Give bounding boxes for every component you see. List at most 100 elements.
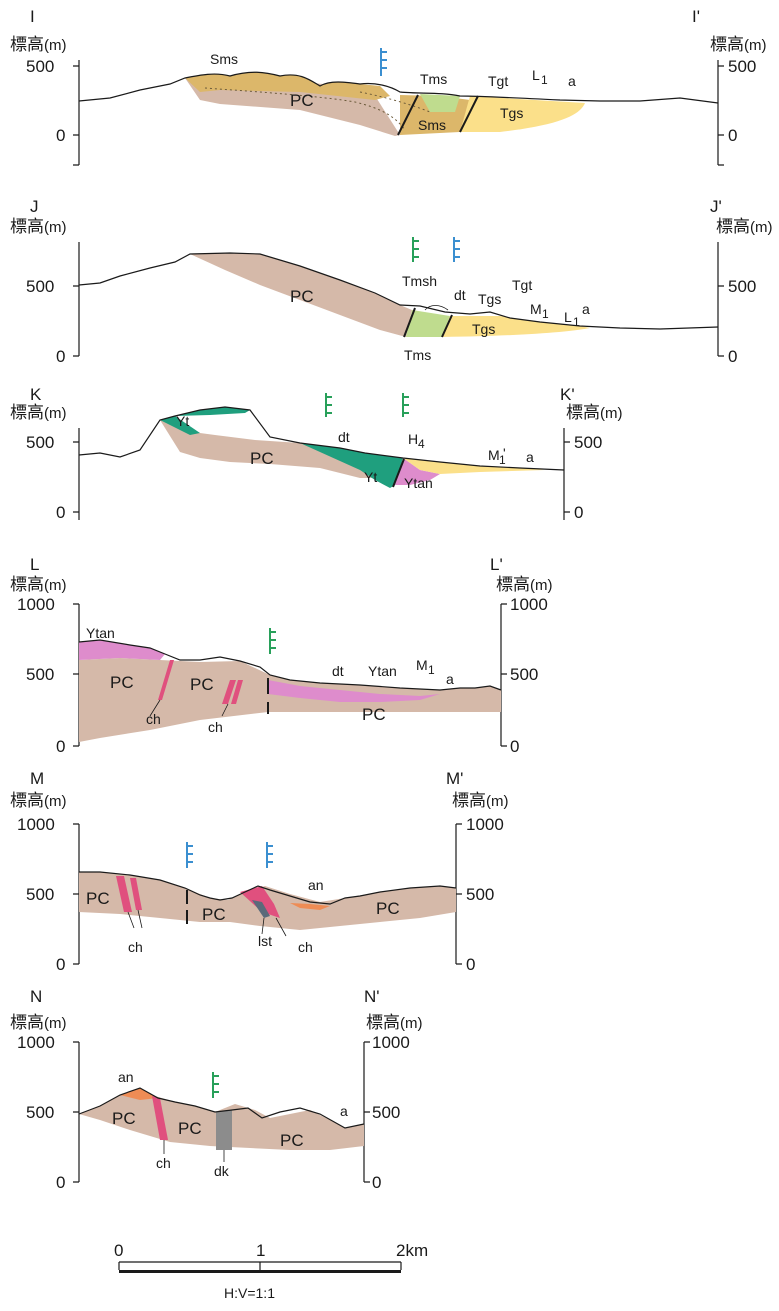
tick-label: 0 [56,126,65,145]
unit-sms [185,72,390,100]
section-label-left: J [30,197,39,216]
axis-title-left: 標高 [10,35,44,54]
tick-label: 500 [728,277,756,296]
axis-title-left: 標高 [10,403,44,422]
bedding-symbol-green [269,628,276,654]
tick-label: 500 [26,277,54,296]
unit-label: a [446,671,454,687]
scale-bar-base [119,1270,401,1273]
bedding-symbol-green [402,393,409,417]
tick-label: 500 [574,433,602,452]
unit-ytan [395,458,440,485]
bedding-symbol-blue [266,842,273,868]
axis-unit-right: (m) [600,405,623,422]
tick-label: 0 [728,347,737,366]
elevation-axis-right [563,428,570,520]
section-label-left: K [30,385,42,404]
section-label-left: N [30,987,42,1006]
unit-tms [406,310,450,337]
tick-label: 0 [56,503,65,522]
tick-label: 0 [466,955,475,974]
unit-ch [130,878,142,910]
elevation-axis-left [73,60,80,166]
unit-ch [116,876,132,912]
ground-surface [78,639,502,691]
scale-label-0: 0 [114,1241,123,1260]
section-label-left: M [30,769,44,788]
elevation-axis-left [73,1041,80,1183]
unit-ch [231,680,243,704]
unit-label: L [564,309,572,325]
tick-label: 0 [510,737,519,756]
unit-label: ch [156,1155,171,1171]
unit-label-subscript: 1 [573,315,580,329]
unit-ytan [268,680,440,702]
elevation-axis-left [73,823,80,965]
unit-label-subscript: 1 [542,307,549,321]
unit-pc [79,658,501,742]
section-l: L L' 標高 (m) 標高 (m) 1000 500 0 1000 500 0… [10,555,553,756]
unit-pc [160,420,385,478]
bedding-symbol-blue [186,842,193,868]
tick-label: 500 [372,1103,400,1122]
fault-line [459,95,479,133]
ground-surface [78,406,565,471]
tick-label: 500 [26,665,54,684]
unit-label: ch [208,719,223,735]
tick-label: 0 [56,955,65,974]
scale-label-2: 2km [396,1241,428,1260]
axis-title-right: 標高 [566,403,600,422]
bedding-symbol-green [412,237,419,262]
scale-bar-line [118,1261,402,1270]
elevation-axis-left [73,242,80,357]
unit-label: lst [258,933,272,949]
axis-unit-left: (m) [44,37,67,54]
bedding-symbol-blue [453,237,460,262]
unit-label: PC [202,905,226,924]
axis-unit-left: (m) [44,219,67,236]
axis-unit-left: (m) [44,577,67,594]
axis-title-right: 標高 [452,791,486,810]
tick-label: 500 [728,57,756,76]
elevation-axis-right [717,60,724,166]
unit-label-subscript: 4 [418,437,425,451]
tick-label: 500 [26,1103,54,1122]
section-label-left: L [30,555,39,574]
section-m: M M' 標高 (m) 標高 (m) 1000 500 0 1000 500 0… [10,769,509,974]
unit-tgs [442,316,590,337]
unit-label: dk [214,1163,230,1179]
ground-surface [78,1087,365,1129]
unit-label: Tms [404,347,431,363]
tick-label: 500 [510,665,538,684]
scale-ratio: H:V=1:1 [224,1285,275,1301]
axis-unit-right: (m) [530,577,553,594]
ground-surface [78,71,719,104]
section-j: J J' 標高 (m) 標高 (m) 500 0 500 0 PC Tmsh d… [10,197,773,366]
fault-line [392,458,405,488]
ground-surface [78,252,719,330]
tick-label: 500 [26,433,54,452]
tick-label: 1000 [466,815,504,834]
unit-label: PC [280,1131,304,1150]
fault-line [403,307,416,338]
unit-label: Tgs [478,291,501,307]
unit-tgs [460,96,585,132]
bedding-symbol-green [325,393,332,417]
unit-label: a [340,1103,348,1119]
unit-label: M [488,447,500,463]
unit-pc [190,253,412,337]
section-i: I I' 標高 (m) 標高 (m) 500 0 500 0 Sms PC Tm… [10,7,767,166]
unit-label: ch [128,939,143,955]
section-label-right: N' [364,987,380,1006]
unit-yt [175,407,250,416]
axis-unit-left: (m) [44,1015,67,1032]
axis-title-right: 標高 [710,35,744,54]
section-label-right: M' [446,769,463,788]
unit-label: dt [454,287,466,303]
tick-label: 1000 [17,1033,55,1052]
elevation-axis-right [363,1041,370,1183]
axis-title-right: 標高 [716,217,750,236]
unit-label-subscript: 1 [499,453,506,467]
unit-label: Tgs [472,321,495,337]
unit-tms [420,94,460,112]
